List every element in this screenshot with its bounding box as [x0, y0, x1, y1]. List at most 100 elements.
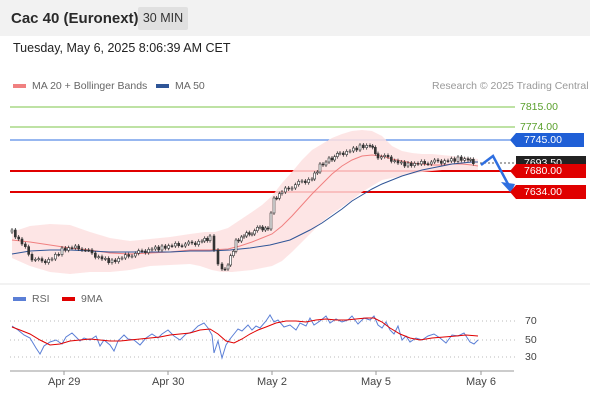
candle-body [212, 235, 216, 251]
candle-body [376, 153, 380, 159]
candle-body [403, 161, 406, 167]
candle-body [190, 241, 194, 244]
x-label-may5: May 5 [361, 376, 391, 388]
candle-body [203, 238, 206, 242]
candle-body [47, 259, 50, 263]
candle-body [20, 238, 24, 245]
candle-body [216, 249, 220, 265]
9ma-label: 9MA [81, 293, 103, 305]
9ma-swatch [62, 297, 75, 302]
candle-body [206, 238, 209, 241]
candle-body [433, 159, 436, 163]
candle-body [150, 248, 154, 251]
candle-body [240, 236, 243, 242]
support1-tag-shape [510, 164, 586, 178]
candle-body [114, 259, 117, 262]
candle-body [327, 157, 331, 163]
candle-body [396, 160, 400, 164]
candle-body [64, 247, 67, 251]
candle-body [237, 239, 240, 242]
candle-body [321, 163, 325, 166]
rsi-line [11, 314, 479, 360]
candle-body [10, 229, 14, 233]
candle-body [74, 245, 77, 249]
candle-body [280, 191, 284, 194]
candle-body [154, 246, 157, 250]
bollinger-band [12, 130, 478, 274]
candle-body [436, 159, 440, 162]
rsi-axis-30: 30 [525, 351, 537, 363]
candle-body [290, 187, 294, 190]
candle-body [310, 178, 314, 181]
candle-body [413, 163, 416, 166]
candle-body [147, 249, 150, 253]
candle-body [242, 235, 246, 238]
candle-body [84, 249, 87, 252]
candle-body [37, 258, 40, 260]
candle-body [253, 230, 256, 235]
candle-body [248, 232, 251, 235]
candle-body [229, 255, 232, 266]
candle-body [450, 158, 453, 162]
candle-body [60, 247, 64, 255]
candle-body [160, 245, 164, 251]
candle-body [130, 255, 134, 258]
candle-body [164, 245, 167, 249]
candle-body [137, 250, 140, 254]
ma20-label: MA 20 + Bollinger Bands [32, 80, 148, 92]
pivot-tag-shape [510, 133, 584, 147]
candle-body [223, 268, 227, 271]
candle-body [14, 229, 17, 238]
candle-body [127, 254, 130, 257]
candle-body [466, 158, 470, 161]
candle-body [54, 254, 57, 260]
candle-body [463, 158, 466, 161]
candle-body [410, 162, 413, 166]
last-price-label: 7693.50 [524, 157, 562, 164]
candle-body [67, 247, 70, 251]
x-label-apr30: Apr 30 [152, 376, 185, 388]
instrument-title: Cac 40 (Euronext) [11, 10, 139, 27]
candle-body [34, 259, 37, 261]
candle-body [250, 233, 254, 236]
candle-body [140, 250, 144, 252]
candle-body [87, 249, 90, 252]
candle-body [266, 227, 270, 230]
candle-body [24, 243, 27, 247]
candle-body [97, 256, 100, 258]
candle-body [380, 156, 383, 159]
candle-body [167, 245, 170, 249]
candlesticks [10, 143, 475, 271]
candle-body [453, 158, 456, 162]
candle-body [316, 171, 319, 174]
candle-body [177, 243, 180, 246]
candle-body [287, 187, 290, 190]
candle-body [342, 152, 345, 155]
candle-body [330, 157, 334, 161]
candle-body [44, 260, 47, 263]
rsi-axis-50: 50 [525, 334, 537, 346]
candle-body [430, 161, 433, 165]
level-label-7815: 7815.00 [520, 101, 558, 113]
candle-body [386, 155, 390, 158]
candle-body [440, 160, 443, 164]
ma50-label: MA 50 [175, 80, 205, 92]
candle-body [300, 180, 304, 183]
candle-body [50, 258, 54, 261]
candle-body [94, 252, 97, 258]
level-label-7745: 7745.00 [524, 134, 562, 146]
legend-ma50: MA 50 [156, 80, 205, 92]
timeframe-button[interactable]: 30 MIN [138, 7, 188, 30]
candle-body [460, 156, 463, 161]
legend-ma20: MA 20 + Bollinger Bands [13, 80, 147, 92]
candle-body [393, 160, 396, 162]
candle-body [197, 241, 200, 245]
candle-body [264, 227, 267, 231]
level-label-7774: 7774.00 [520, 121, 558, 133]
candle-body [170, 245, 174, 247]
candle-body [345, 151, 348, 155]
candle-body [120, 257, 124, 260]
candle-body [371, 145, 374, 148]
candle-body [426, 163, 430, 165]
